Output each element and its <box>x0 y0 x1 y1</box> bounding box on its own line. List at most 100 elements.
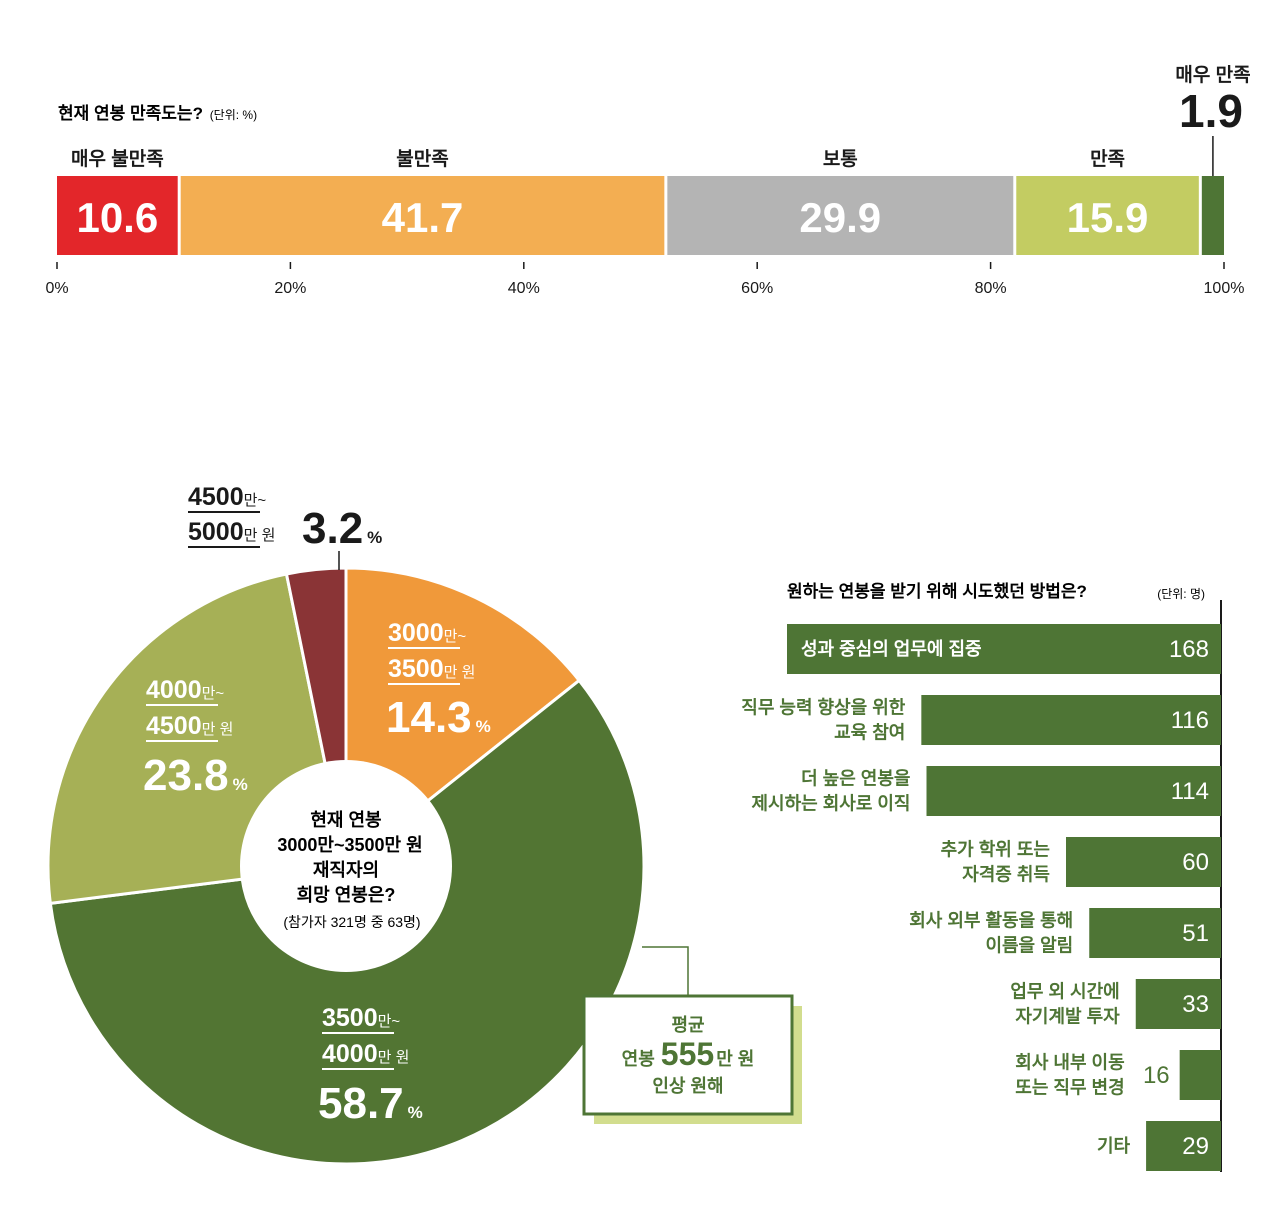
method-label: 회사 내부 이동 <box>1015 1053 1124 1073</box>
svg-text:4500만~: 4500만~ <box>188 483 266 511</box>
method-bar <box>921 695 1221 745</box>
slice-unit: 만~ <box>378 1013 401 1030</box>
stack-category-label: 만족 <box>1090 148 1125 170</box>
methods-title: 원하는 연봉을 받기 위해 시도했던 방법은? <box>787 581 1087 601</box>
stack-value-label: 29.9 <box>799 194 881 241</box>
stack-category-label: 불만족 <box>396 148 448 170</box>
slice-percent: % <box>408 1103 423 1122</box>
satisfaction-unit: (단위: %) <box>210 108 257 122</box>
method-label: 자기계발 투자 <box>1015 1007 1120 1027</box>
axis-tick-label: 100% <box>1204 280 1245 297</box>
slice-label-3500-4000: 3500만~ 4000만 원 58.7% <box>318 1004 423 1128</box>
center-line-2: 3000만~3500만 원 <box>277 835 422 855</box>
slice-range-end: 4500 <box>146 712 202 740</box>
stack-axis: 0% 20% 40% 60% 80% 100% <box>45 262 1244 297</box>
method-label: 기타 <box>1097 1136 1131 1156</box>
axis-tick-label: 80% <box>975 280 1007 297</box>
callout-line-1: 평균 <box>671 1015 704 1035</box>
svg-text:3500만~: 3500만~ <box>322 1004 400 1032</box>
svg-text:4000만 원: 4000만 원 <box>322 1040 409 1068</box>
satisfaction-chart: 현재 연봉 만족도는? (단위: %) 10.6 41.7 29.9 15.9 매우 … <box>45 64 1250 297</box>
axis-tick-label: 40% <box>508 280 540 297</box>
svg-text:4000만~: 4000만~ <box>146 676 224 704</box>
axis-tick-label: 20% <box>274 280 306 297</box>
method-bar <box>1066 837 1221 887</box>
stack-segments: 10.6 41.7 29.9 15.9 <box>57 176 1224 255</box>
slice-value: 58.7 <box>318 1079 404 1128</box>
method-label: 추가 학위 또는 <box>941 839 1050 860</box>
slice-unit: 만 원 <box>444 664 476 681</box>
slice-label-3000-3500: 3000만~ 3500만 원 14.3% <box>386 619 491 742</box>
method-label: 더 높은 연봉을 <box>801 769 910 789</box>
method-value: 168 <box>1169 636 1209 663</box>
stack-value-label: 15.9 <box>1067 194 1149 241</box>
svg-text:3500만 원: 3500만 원 <box>388 655 475 683</box>
method-label: 교육 참여 <box>834 723 905 743</box>
method-value: 114 <box>1171 778 1209 805</box>
stack-segment <box>57 176 178 255</box>
slice-percent: % <box>233 775 248 794</box>
method-bar <box>787 624 1221 674</box>
method-value: 33 <box>1182 991 1209 1018</box>
axis-tick-label: 0% <box>45 280 68 297</box>
method-bar <box>1146 1121 1221 1171</box>
method-value: 29 <box>1182 1133 1209 1160</box>
slice-unit: 만 원 <box>244 527 276 544</box>
method-value: 16 <box>1143 1062 1170 1089</box>
slice-range-end: 4000 <box>322 1040 378 1068</box>
svg-text:23.8%: 23.8% <box>143 751 248 800</box>
stack-segment <box>1016 176 1199 255</box>
slice-percent: % <box>367 528 382 547</box>
satisfaction-title: 현재 연봉 만족도는? <box>58 104 203 123</box>
slice-unit: 만~ <box>444 628 467 645</box>
method-label: 제시하는 회사로 이직 <box>751 794 910 814</box>
stack-value-label: 1.9 <box>1179 85 1243 137</box>
slice-label-4000-4500: 4000만~ 4500만 원 23.8% <box>143 676 248 800</box>
method-label: 직무 능력 향상을 위한 <box>741 698 905 718</box>
slice-range-start: 3000 <box>388 619 444 647</box>
slice-unit: 만 원 <box>378 1049 410 1066</box>
callout-big-number: 555 <box>661 1036 714 1072</box>
method-bar <box>1135 979 1221 1029</box>
method-label: 이름을 알림 <box>985 936 1073 956</box>
slice-label-4500-5000: 4500만~ 5000만 원 3.2% <box>188 483 382 570</box>
method-bar <box>1089 908 1221 958</box>
method-label: 자격증 취득 <box>962 865 1050 885</box>
slice-range-start: 4500 <box>188 483 244 511</box>
center-line-3: 재직자의 <box>313 860 379 880</box>
stack-value-label: 41.7 <box>382 194 464 241</box>
svg-text:5000만 원: 5000만 원 <box>188 518 275 546</box>
slice-range-end: 5000 <box>188 518 244 546</box>
center-note: (참가자 321명 중 63명) <box>283 914 420 930</box>
stack-category-label: 매우 만족 <box>1175 64 1250 86</box>
svg-text:3000만~: 3000만~ <box>388 619 466 647</box>
stack-category-label: 매우 불만족 <box>71 148 164 170</box>
donut-center-text: 현재 연봉 3000만~3500만 원 재직자의 희망 연봉은? (참가자 32… <box>277 810 422 930</box>
slice-percent: % <box>476 717 491 736</box>
stack-category-labels: 매우 불만족 불만족 보통 만족 매우 만족1.9 <box>71 64 1251 176</box>
slice-range-end: 3500 <box>388 655 444 683</box>
methods-chart: 원하는 연봉을 받기 위해 시도했던 방법은? (단위: 명) 168 성과 중심… <box>741 581 1222 1172</box>
svg-text:4500만 원: 4500만 원 <box>146 712 233 740</box>
donut-hole <box>240 760 452 972</box>
slice-unit: 만~ <box>202 685 225 702</box>
stack-value-label: 10.6 <box>76 194 158 241</box>
method-label: 성과 중심의 업무에 집중 <box>801 639 982 659</box>
method-value: 51 <box>1182 920 1209 947</box>
slice-unit: 만 원 <box>202 721 234 738</box>
method-value: 116 <box>1171 707 1209 734</box>
slice-value: 3.2 <box>302 504 363 553</box>
methods-unit: (단위: 명) <box>1157 587 1205 601</box>
slice-range-start: 4000 <box>146 676 202 704</box>
average-callout: 평균 연봉 555 만 원 인상 원해 <box>582 946 802 1124</box>
callout-line-3: 인상 원해 <box>652 1076 723 1096</box>
method-label: 회사 외부 활동을 통해 <box>909 911 1073 931</box>
slice-value: 23.8 <box>143 751 229 800</box>
slice-unit: 만~ <box>244 492 267 509</box>
method-bar <box>1179 1050 1221 1100</box>
axis-tick-label: 60% <box>741 280 773 297</box>
method-label: 업무 외 시간에 <box>1010 982 1119 1002</box>
